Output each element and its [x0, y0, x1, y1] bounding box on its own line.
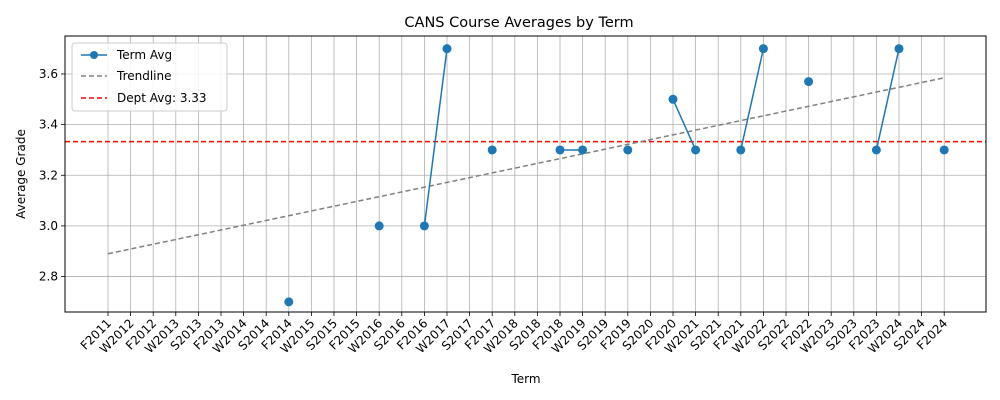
- data-point-f2014: [284, 297, 294, 307]
- trendline-layer: [107, 77, 945, 255]
- data-point-w2016: [374, 221, 384, 231]
- data-point-f2018: [555, 145, 565, 155]
- series-segment-term-avg-f2023: [875, 48, 900, 151]
- data-point-w2022: [758, 44, 768, 54]
- series-segment-term-avg-f2020: [672, 98, 697, 151]
- x-axis-title: Term: [510, 372, 540, 386]
- legend-box: [71, 42, 228, 112]
- legend-label-dept-avg: Dept Avg: 3.33: [117, 91, 207, 105]
- y-tick-label-2-8: 2.8: [39, 270, 58, 284]
- data-point-w2017: [442, 44, 452, 54]
- y-ticks: 2.8 3.0 3.2 3.4 3.6: [39, 67, 65, 284]
- data-point-f2017: [487, 145, 497, 155]
- y-tick-label-3: 3.0: [39, 219, 58, 233]
- series-segment-term-avg-f2016: [423, 48, 448, 227]
- data-point-w2024: [894, 44, 904, 54]
- legend-label-trendline: Trendline: [116, 69, 172, 83]
- trendline: [107, 77, 945, 255]
- data-point-w2021: [691, 145, 701, 155]
- data-point-f2022: [804, 77, 814, 87]
- y-tick-label-3-4: 3.4: [39, 118, 58, 132]
- chart-title: CANS Course Averages by Term: [404, 15, 633, 31]
- data-point-f2021: [736, 145, 746, 155]
- y-tick-label-3-2: 3.2: [39, 168, 58, 182]
- series-segment-term-avg-f2021: [740, 48, 765, 151]
- legend-label-term-avg: Term Avg: [116, 48, 172, 62]
- y-axis-title: Average Grade: [14, 129, 28, 219]
- data-point-f2020: [668, 94, 678, 104]
- data-point-w2019: [578, 145, 588, 155]
- legend-marker-term-avg: [90, 51, 98, 59]
- data-point-f2016: [419, 221, 429, 231]
- plot-frame: [64, 35, 987, 313]
- legend: Term Avg Trendline Dept Avg: 3.33: [71, 42, 228, 112]
- series-layer: [284, 44, 949, 307]
- data-point-f2023: [871, 145, 881, 155]
- x-ticks: F2011W2012F2012W2013S2013F2013W2014S2014…: [78, 312, 950, 356]
- data-point-f2024: [939, 145, 949, 155]
- data-point-f2019: [623, 145, 633, 155]
- y-tick-label-3-6: 3.6: [39, 67, 58, 81]
